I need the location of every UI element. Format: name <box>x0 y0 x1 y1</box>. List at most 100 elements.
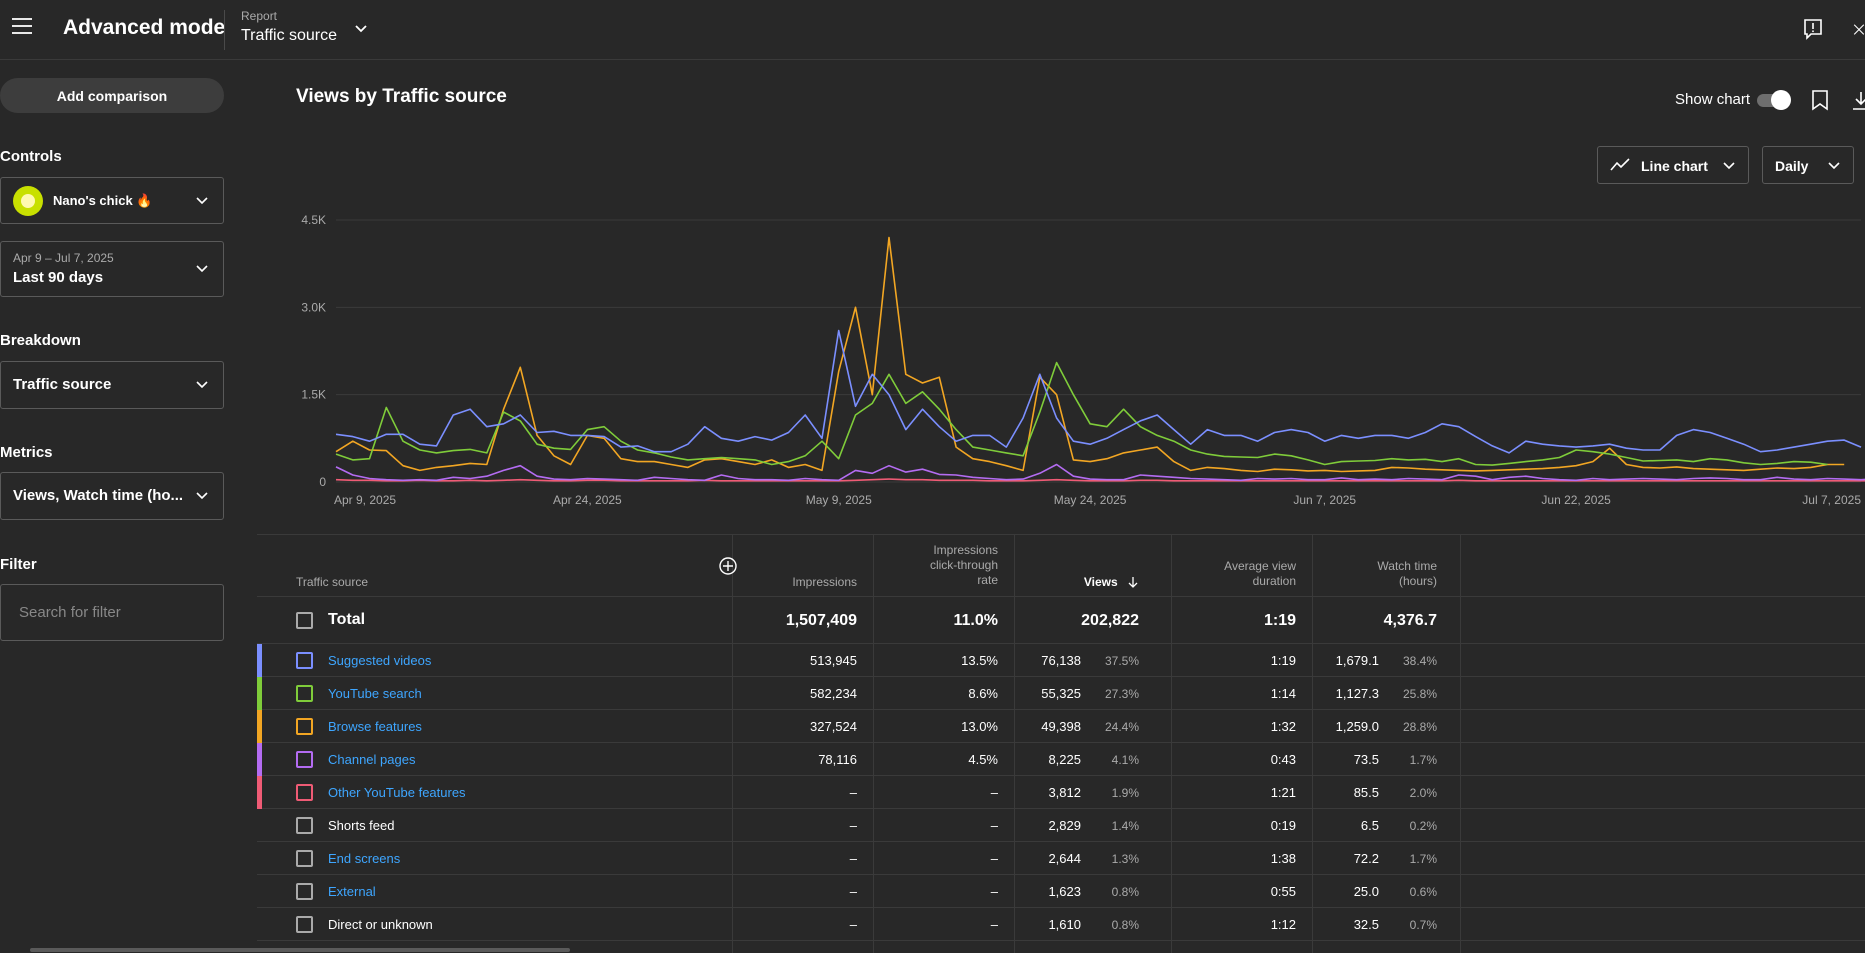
menu-icon[interactable] <box>12 18 32 34</box>
interval-dropdown[interactable]: Daily <box>1762 146 1854 184</box>
x-tick-label: Jun 22, 2025 <box>1541 493 1611 507</box>
traffic-source-link[interactable]: Shorts feed <box>328 818 395 833</box>
row-watch-percent: 28.8% <box>1402 720 1437 734</box>
traffic-source-link[interactable]: External <box>328 884 376 899</box>
metrics-value: Views, Watch time (ho... <box>13 487 183 504</box>
chevron-down-icon[interactable] <box>352 20 370 38</box>
report-selector[interactable]: Traffic source <box>241 27 338 44</box>
traffic-source-link[interactable]: Other YouTube features <box>328 785 466 800</box>
row-avg-view-duration: 1:21 <box>1270 785 1296 800</box>
traffic-source-link[interactable]: YouTube search <box>328 686 422 701</box>
show-chart-toggle[interactable] <box>1755 90 1791 110</box>
row-ctr: 13.5% <box>961 653 998 668</box>
x-tick-label: Apr 9, 2025 <box>334 493 396 507</box>
x-tick-label: Apr 24, 2025 <box>553 493 622 507</box>
row-impressions: 327,524 <box>810 719 857 734</box>
chart-title: Views by Traffic source <box>296 86 507 107</box>
chart-type-dropdown[interactable]: Line chart <box>1597 146 1749 184</box>
add-column-icon[interactable] <box>719 557 737 575</box>
row-views: 3,812 <box>1048 785 1081 800</box>
breakdown-selector[interactable]: Traffic source <box>0 361 224 409</box>
table-row: Other YouTube features – – 3,812 1.9% 1:21 85.… <box>257 776 1865 809</box>
filter-input[interactable] <box>0 584 224 641</box>
views-line-chart: 4.5K 3.0K 1.5K 0 Apr 9, 2025 Apr 24, 2025 May … <box>301 213 1865 507</box>
series-color-bar <box>257 644 262 677</box>
row-checkbox[interactable] <box>296 784 313 801</box>
add-comparison-button[interactable]: Add comparison <box>0 78 224 113</box>
header-watch-time[interactable]: Watch time (hours) <box>1377 559 1437 589</box>
traffic-source-link[interactable]: Channel pages <box>328 752 416 767</box>
chart-type-label: Line chart <box>1641 158 1708 174</box>
header-avg-view-duration[interactable]: Average view duration <box>1224 559 1296 589</box>
metrics-selector[interactable]: Views, Watch time (ho... <box>0 472 224 520</box>
sidebar: Add comparison Controls Nano's chick 🔥 A… <box>0 60 224 952</box>
row-checkbox[interactable] <box>296 850 313 867</box>
chevron-down-icon <box>1828 162 1840 170</box>
row-checkbox[interactable] <box>296 652 313 669</box>
series-color-bar <box>257 677 262 710</box>
row-impressions: – <box>849 884 857 899</box>
row-ctr: 8.6% <box>968 686 998 701</box>
row-ctr: – <box>990 917 998 932</box>
feedback-icon[interactable] <box>1803 18 1823 40</box>
sort-descending-icon[interactable] <box>1127 576 1139 588</box>
row-checkbox[interactable] <box>296 883 313 900</box>
total-row: Total 1,507,409 11.0% 202,822 1:19 4,376… <box>257 597 1865 644</box>
table-row: External – – 1,623 0.8% 0:55 25.0 0.6% <box>257 875 1865 908</box>
avatar <box>13 186 43 216</box>
row-watch-percent: 0.6% <box>1409 885 1437 899</box>
row-avg-view-duration: 1:19 <box>1270 653 1296 668</box>
bookmark-icon[interactable] <box>1811 89 1829 111</box>
row-watch-time: 73.5 <box>1353 752 1379 767</box>
total-checkbox[interactable] <box>296 612 313 629</box>
header-ctr-line: rate <box>977 573 998 587</box>
traffic-source-link[interactable]: Browse features <box>328 719 422 734</box>
row-avg-view-duration: 1:14 <box>1270 686 1296 701</box>
line-chart-icon <box>1610 158 1630 171</box>
table-row: End screens – – 2,644 1.3% 1:38 72.2 1.7% <box>257 842 1865 875</box>
row-impressions: – <box>849 851 857 866</box>
series-color-bar <box>257 710 262 743</box>
row-views: 2,829 <box>1048 818 1081 833</box>
total-impressions: 1,507,409 <box>785 612 857 629</box>
header-views-label: Views <box>1083 575 1118 589</box>
header-wt-line: Watch time <box>1377 559 1437 573</box>
row-checkbox[interactable] <box>296 718 313 735</box>
header-avd-line: duration <box>1252 574 1296 588</box>
column-divider <box>732 535 733 953</box>
row-impressions: 582,234 <box>810 686 857 701</box>
row-views-percent: 0.8% <box>1111 918 1139 932</box>
row-avg-view-duration: 0:55 <box>1270 884 1296 899</box>
horizontal-scrollbar[interactable] <box>30 948 570 952</box>
header-avd-line: Average view <box>1224 559 1296 573</box>
header-traffic-source[interactable]: Traffic source <box>296 575 369 589</box>
report-label: Report <box>241 9 278 23</box>
row-checkbox[interactable] <box>296 685 313 702</box>
download-icon[interactable] <box>1851 90 1865 112</box>
controls-heading: Controls <box>0 148 62 165</box>
total-views: 202,822 <box>1081 612 1139 629</box>
y-tick-label: 4.5K <box>301 213 326 227</box>
close-icon[interactable] <box>1853 18 1865 40</box>
header-wt-line: (hours) <box>1398 574 1437 588</box>
chevron-down-icon <box>196 492 208 500</box>
header-impressions[interactable]: Impressions <box>792 575 857 589</box>
row-views-percent: 4.1% <box>1111 753 1139 767</box>
header-ctr[interactable]: Impressions click-through rate <box>930 543 998 588</box>
app-title: Advanced mode <box>63 16 226 39</box>
traffic-source-link[interactable]: Direct or unknown <box>328 917 433 932</box>
row-watch-time: 85.5 <box>1353 785 1379 800</box>
row-checkbox[interactable] <box>296 817 313 834</box>
channel-selector[interactable]: Nano's chick 🔥 <box>0 177 224 224</box>
traffic-source-link[interactable]: End screens <box>328 851 401 866</box>
row-checkbox[interactable] <box>296 751 313 768</box>
series-line <box>335 361 1828 466</box>
row-watch-time: 1,127.3 <box>1335 686 1379 701</box>
date-range-selector[interactable]: Apr 9 – Jul 7, 2025 Last 90 days <box>0 241 224 297</box>
column-divider <box>1171 535 1172 953</box>
traffic-source-link[interactable]: Suggested videos <box>328 653 432 668</box>
header-views[interactable]: Views <box>1084 575 1139 590</box>
row-checkbox[interactable] <box>296 916 313 933</box>
row-views-percent: 0.8% <box>1111 885 1139 899</box>
total-ctr: 11.0% <box>953 612 998 629</box>
